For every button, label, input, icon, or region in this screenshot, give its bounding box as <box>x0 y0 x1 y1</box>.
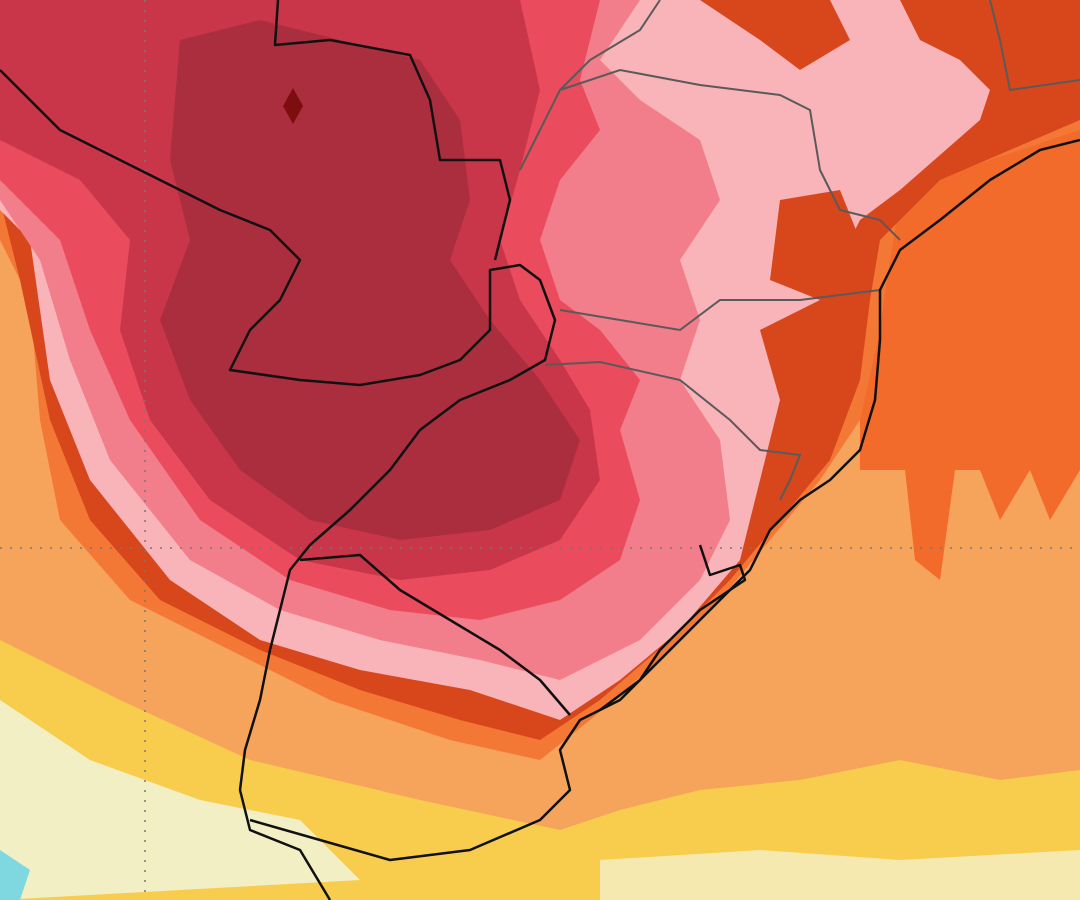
border <box>559 289 881 332</box>
border <box>0 69 557 900</box>
border <box>559 68 901 241</box>
border <box>273 0 512 261</box>
patch-orange <box>700 0 1080 300</box>
zone-max <box>283 88 303 124</box>
band-pale <box>0 700 360 900</box>
border <box>989 0 1080 92</box>
state-borders <box>519 0 1080 501</box>
border <box>544 360 802 501</box>
lagoon <box>599 544 747 711</box>
border <box>519 0 661 171</box>
border <box>299 553 571 716</box>
ocean-warm <box>860 130 1080 580</box>
coastline <box>249 138 1080 862</box>
band-pale-east <box>600 850 1080 900</box>
band-cyan <box>0 850 30 900</box>
zone-dark-red <box>160 20 580 540</box>
